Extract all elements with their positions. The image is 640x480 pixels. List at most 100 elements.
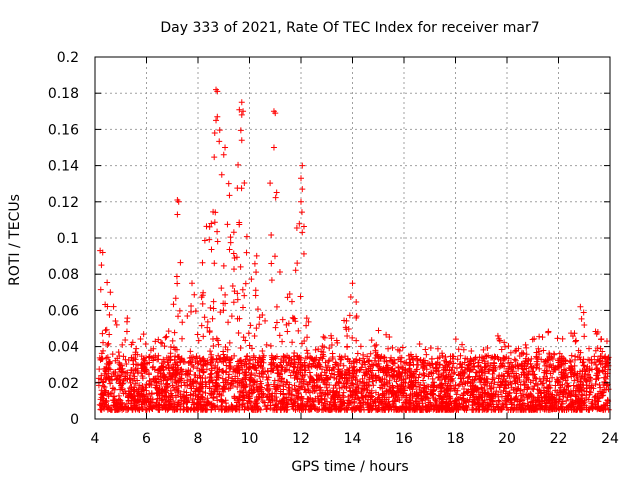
data-point: [427, 390, 434, 397]
data-point: [193, 379, 200, 386]
data-point: [305, 396, 312, 403]
data-point: [390, 372, 397, 379]
y-tick-label: 0.16: [48, 122, 79, 138]
data-point: [472, 373, 479, 380]
data-point: [430, 379, 437, 386]
data-point: [165, 328, 172, 335]
data-point: [391, 367, 398, 374]
data-point: [248, 390, 255, 397]
data-point: [190, 363, 197, 370]
data-point: [492, 354, 499, 361]
data-point: [470, 356, 477, 363]
data-point: [413, 366, 420, 373]
data-point: [365, 393, 372, 400]
data-point: [225, 385, 232, 392]
data-point: [194, 358, 201, 365]
y-tick-label: 0.04: [48, 340, 79, 356]
data-point: [226, 246, 233, 253]
data-point: [495, 335, 502, 342]
y-tick-label: 0.2: [57, 50, 79, 66]
data-point: [206, 383, 213, 390]
data-point: [178, 397, 185, 404]
data-point: [574, 406, 581, 413]
data-point: [366, 382, 373, 389]
data-point: [202, 375, 209, 382]
data-point: [200, 369, 207, 376]
data-point: [257, 378, 264, 385]
data-point: [147, 347, 154, 354]
data-point: [441, 366, 448, 373]
data-point: [459, 341, 466, 348]
data-point: [286, 291, 293, 298]
data-point: [417, 389, 424, 396]
data-point: [181, 358, 188, 365]
data-point: [274, 403, 281, 410]
data-point: [212, 362, 219, 369]
data-point: [492, 391, 499, 398]
data-point: [591, 359, 598, 366]
data-point: [415, 361, 422, 368]
data-point: [533, 401, 540, 408]
data-point: [201, 237, 208, 244]
data-point: [571, 377, 578, 384]
data-point: [522, 341, 529, 348]
data-point: [508, 380, 515, 387]
data-point: [149, 364, 156, 371]
x-tick-label: 20: [498, 431, 516, 447]
data-point: [105, 340, 112, 347]
data-point: [152, 338, 159, 345]
data-point: [258, 358, 265, 365]
data-point: [220, 369, 227, 376]
data-point: [288, 360, 295, 367]
data-point: [472, 355, 479, 362]
chart-title: Day 333 of 2021, Rate Of TEC Index for r…: [160, 20, 539, 36]
data-point: [177, 391, 184, 398]
data-point: [559, 335, 566, 342]
data-point: [127, 379, 134, 386]
data-point: [153, 378, 160, 385]
data-point: [409, 356, 416, 363]
data-point: [490, 406, 497, 413]
data-point: [443, 399, 450, 406]
data-point: [195, 360, 202, 367]
data-point: [274, 385, 281, 392]
y-tick-label: 0.02: [48, 376, 79, 392]
data-point: [156, 378, 163, 385]
data-point: [112, 357, 119, 364]
data-point: [358, 406, 365, 413]
data-point: [572, 338, 579, 345]
data-point: [271, 377, 278, 384]
data-point: [595, 367, 602, 374]
data-point: [119, 381, 126, 388]
data-point: [495, 375, 502, 382]
data-point: [551, 366, 558, 373]
data-point: [157, 339, 164, 346]
data-point: [233, 254, 240, 261]
data-point: [581, 362, 588, 369]
data-point: [389, 385, 396, 392]
data-point: [131, 375, 138, 382]
data-point: [557, 361, 564, 368]
data-point: [450, 406, 457, 413]
data-point: [592, 381, 599, 388]
data-point: [273, 303, 280, 310]
data-point: [338, 354, 345, 361]
data-point: [296, 220, 303, 227]
data-point: [223, 403, 230, 410]
data-point: [511, 386, 518, 393]
data-point: [574, 376, 581, 383]
data-point: [230, 250, 237, 257]
data-point: [167, 402, 174, 409]
data-point: [309, 398, 316, 405]
data-point: [222, 291, 229, 298]
data-point: [219, 375, 226, 382]
data-point: [178, 357, 185, 364]
data-point: [279, 364, 286, 371]
x-tick-label: 16: [395, 431, 413, 447]
data-point: [402, 368, 409, 375]
data-point: [451, 405, 458, 412]
data-point: [323, 364, 330, 371]
data-point: [351, 363, 358, 370]
data-point: [225, 374, 232, 381]
data-point: [462, 380, 469, 387]
